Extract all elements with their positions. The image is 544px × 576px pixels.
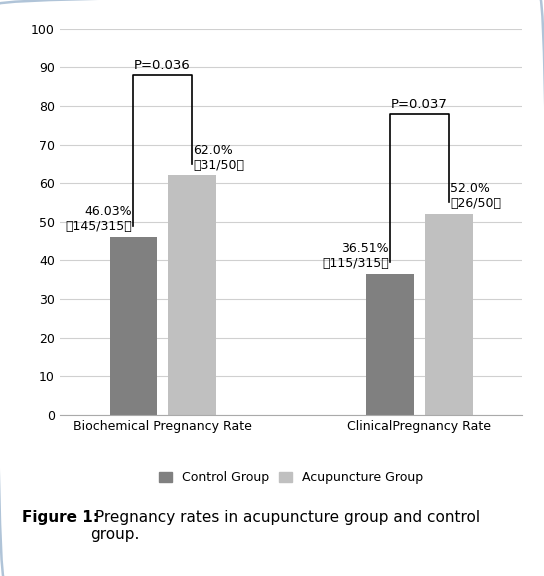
Text: 46.03%
（145/315）: 46.03% （145/315） — [65, 205, 132, 233]
Bar — [109, 237, 157, 415]
Text: 36.51%
（115/315）: 36.51% （115/315） — [322, 242, 388, 270]
Text: 52.0%
（26/50）: 52.0% （26/50） — [450, 182, 502, 210]
Text: P=0.036: P=0.036 — [134, 59, 191, 72]
Bar — [168, 176, 215, 415]
Text: P=0.037: P=0.037 — [391, 97, 448, 111]
Text: Pregnancy rates in acupuncture group and control
group.: Pregnancy rates in acupuncture group and… — [90, 510, 480, 542]
Bar — [425, 214, 473, 415]
Bar — [367, 274, 415, 415]
Legend: Control Group, Acupuncture Group: Control Group, Acupuncture Group — [159, 471, 423, 484]
Text: 62.0%
（31/50）: 62.0% （31/50） — [194, 143, 244, 172]
Text: Figure 1:: Figure 1: — [22, 510, 99, 525]
